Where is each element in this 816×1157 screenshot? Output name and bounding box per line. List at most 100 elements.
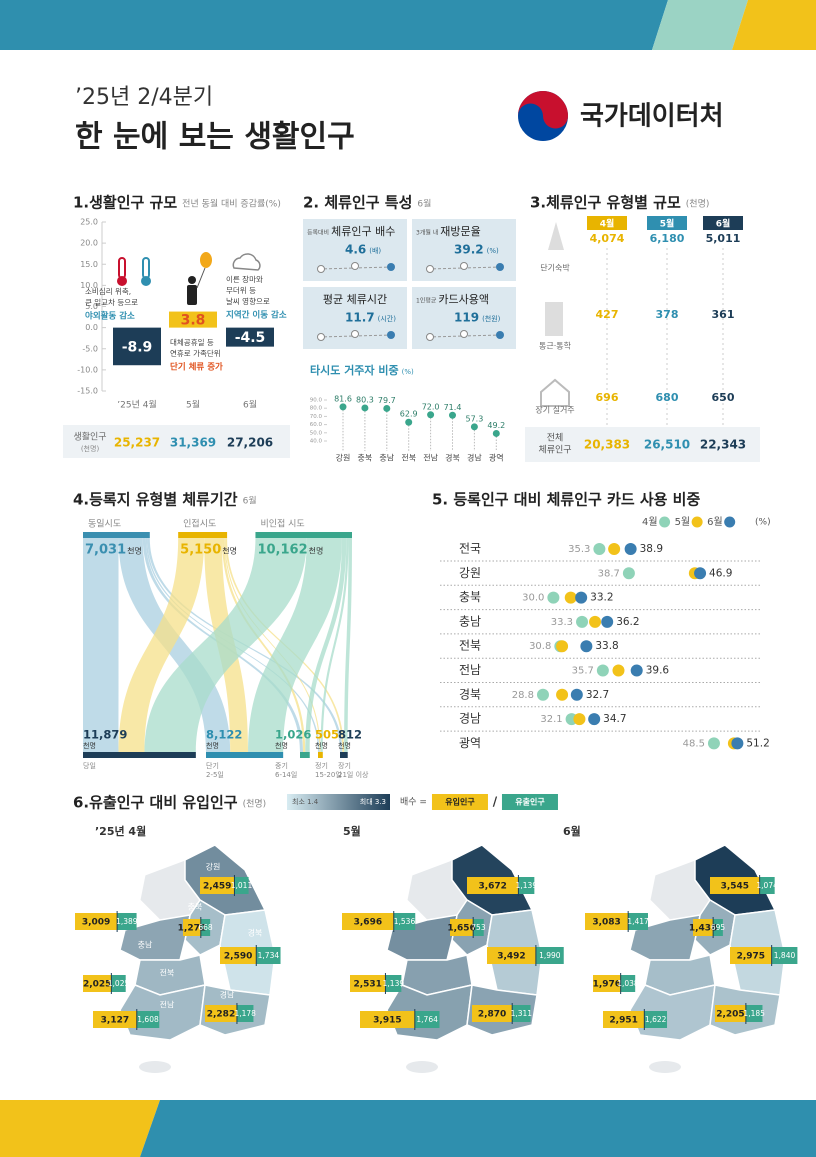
outflow-bar [385,975,402,992]
total-label: 전체 [547,433,564,444]
page-title: 한 눈에 보는 생활인구 [75,120,355,155]
outflow-label: 1,311 [511,1009,533,1018]
icon [187,285,197,305]
value-label: 81.6 [334,394,352,403]
inflow-bar [75,913,118,930]
inflow-bar [205,1005,237,1022]
map-title: 6월 [563,824,581,838]
y-tick-label: 40.0 [310,439,323,445]
annotation: 연휴로 가족단위 [170,348,221,358]
top-band [652,0,748,50]
label: (천명) [81,444,100,453]
outflow-bar [628,913,648,930]
dot [624,543,637,555]
section-title: 5. 등록인구 대비 체류인구 카드 사용 비중 [432,491,700,509]
y-tick-label: 5.0 [85,302,98,311]
outflow-label: 695 [711,923,726,932]
outflow-label: 1,038 [617,979,639,988]
month-label: 5월 [660,218,675,230]
stat-value: 4.6 [345,243,366,257]
target-name: 단기 [206,761,219,770]
population-value: 25,237 [114,436,160,450]
annotation: 무더위 등 [226,286,256,295]
bar [169,311,217,328]
legend-dot [724,516,736,528]
outflow-label: 668 [198,923,213,932]
inflow-label: 1,656 [447,924,475,934]
target-value: 812 [338,728,362,742]
unit: 천명 [222,546,237,556]
inflow-bar [730,947,772,964]
target-bar [318,752,323,758]
icon [142,257,150,279]
inflow-bar [603,1011,645,1028]
sparkline-dot [351,330,359,338]
outflow-bar [771,947,798,964]
unit: 천명 [275,741,288,750]
annotation: 큰 일교차 등으로 [85,298,138,307]
region-name: 충북 [188,903,203,912]
dot [570,688,583,701]
map-region [649,1061,681,1073]
inflow-bar [220,947,257,964]
target-value: 1,026 [275,728,311,742]
unit: 천명 [315,741,328,750]
value-label: 30.0 [522,593,544,604]
inflow-bar [693,919,714,936]
inflow-label: 3,492 [497,952,525,962]
value-label: 32.7 [586,689,609,701]
x-tick-label: 충남 [379,454,394,463]
section-subtitle: 전년 동월 대비 증감률(%) [182,198,281,210]
dot [547,591,560,604]
value-label: 48.5 [683,738,705,749]
inflow-label: 3,083 [592,918,620,928]
section-subtitle: (천명) [686,199,710,210]
dot [556,640,569,653]
stat-value: 39.2 [454,243,484,257]
row-value: 427 [596,308,619,321]
y-tick-label: -5.0 [82,344,98,353]
value-label: 38.7 [598,568,620,579]
inflow-label: 1,976 [593,980,621,990]
row-label: 경북 [459,687,481,701]
row-label: 전국 [459,542,481,556]
bar [226,327,274,347]
value-label: 72.0 [422,402,440,411]
population-value: 27,206 [227,436,273,450]
stat-prefix: 1인평균 [416,297,437,305]
top-band [0,0,668,50]
legend-label: 4월 [642,516,658,528]
inflow-label: 2,870 [478,1010,506,1020]
dot [564,591,577,604]
flow [320,538,349,752]
inflow-label: 3,545 [721,882,749,892]
chart-unit: (%) [402,368,414,376]
inflow-bar [83,975,112,992]
x-tick-label: 광역 [489,453,504,463]
outflow-label: 753 [471,923,486,932]
dot [731,737,744,750]
row-value: 5,011 [706,232,741,245]
region-name: 강원 [206,862,221,872]
outflow-bar [713,919,723,936]
outflow-label: 1,011 [231,881,253,890]
month-badge [587,216,627,230]
inflow-label: 3,127 [101,1016,129,1026]
value-label: 57.3 [465,414,483,423]
x-tick-label: 전남 [423,453,438,463]
sparkline-dot [317,333,325,341]
stat-prefix: 등록대비 [307,229,329,237]
row-label: 단기숙박 [540,263,570,273]
annotation-highlight: 지역간 이동 감소 [226,310,287,321]
inflow-label: 3,672 [478,882,506,892]
row-background [63,425,290,458]
point [492,429,500,437]
legend-label: 6월 [707,516,723,528]
dot [536,688,549,701]
section-subtitle: 6월 [417,198,431,210]
value-label: 33.3 [551,617,573,628]
inflow-bar [360,1011,415,1028]
flow [221,538,306,752]
y-tick-label: 70.0 [310,414,323,420]
target-bar [300,752,310,758]
